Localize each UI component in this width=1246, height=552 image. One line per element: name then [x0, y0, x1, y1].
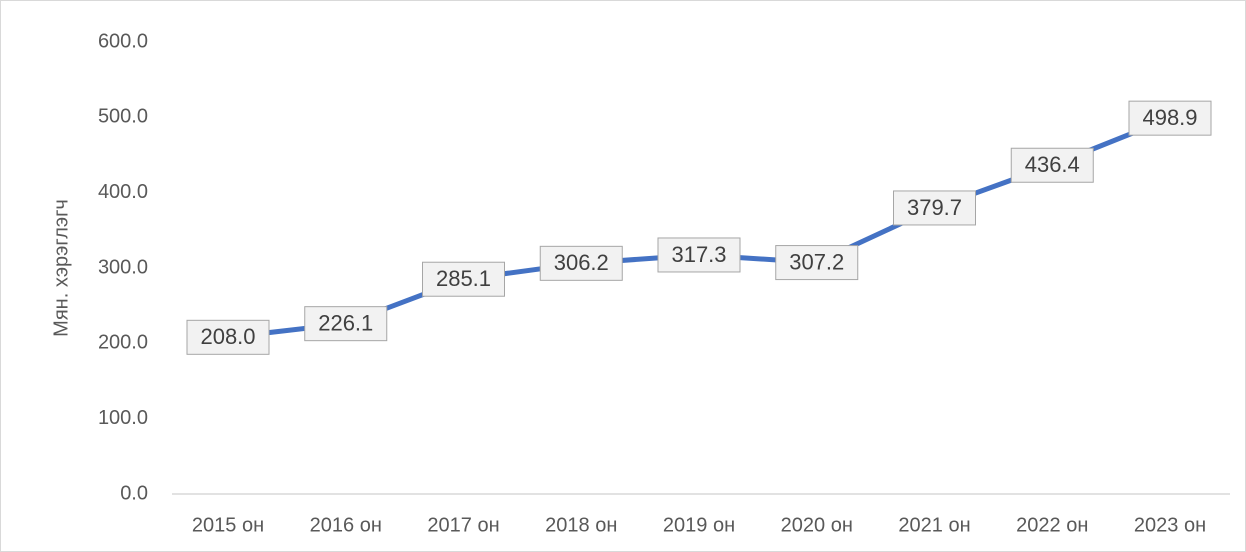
- y-tick-label: 500.0: [98, 106, 148, 128]
- y-tick-label: 200.0: [98, 332, 148, 354]
- data-label-box: [539, 245, 623, 281]
- y-axis-title: Мян. хэрэглэгч: [50, 199, 72, 337]
- x-tick-label: 2018 он: [545, 514, 617, 536]
- data-label: 317.3: [671, 242, 726, 267]
- x-tick-label: 2022 он: [1016, 514, 1088, 536]
- data-label: 285.1: [436, 266, 491, 291]
- y-tick-label: 0.0: [120, 482, 148, 504]
- x-tick-label: 2021 он: [898, 514, 970, 536]
- data-label: 436.4: [1025, 152, 1080, 177]
- data-label-box: [422, 261, 505, 297]
- data-label: 498.9: [1142, 105, 1197, 130]
- data-label: 226.1: [318, 310, 373, 335]
- x-tick-label: 2020 он: [781, 514, 853, 536]
- data-label-box: [893, 190, 976, 226]
- x-tick-label: 2016 он: [310, 514, 382, 536]
- data-label-box: [775, 245, 859, 281]
- x-tick-label: 2023 он: [1134, 514, 1206, 536]
- y-tick-label: 100.0: [98, 407, 148, 429]
- data-label-box: [657, 237, 741, 273]
- data-label-box: [304, 306, 388, 342]
- data-label-box: [1010, 147, 1094, 183]
- y-tick-label: 400.0: [98, 181, 148, 203]
- data-label: 208.0: [200, 324, 255, 349]
- data-label-box: [186, 319, 270, 355]
- y-tick-label: 600.0: [98, 30, 148, 52]
- x-tick-label: 2019 он: [663, 514, 735, 536]
- data-label: 306.2: [554, 250, 609, 275]
- data-label: 379.7: [907, 195, 962, 220]
- data-label-box: [1128, 100, 1212, 136]
- y-tick-label: 300.0: [98, 256, 148, 278]
- data-label: 307.2: [789, 249, 844, 274]
- x-tick-label: 2015 он: [192, 514, 264, 536]
- x-tick-label: 2017 он: [427, 514, 499, 536]
